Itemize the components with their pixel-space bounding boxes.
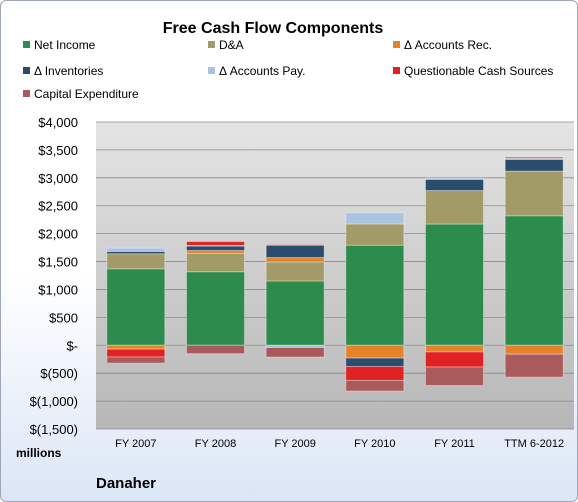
legend-swatch xyxy=(23,67,30,74)
bar-segment xyxy=(265,244,325,259)
bar-segment xyxy=(106,344,166,350)
y-tick-label: $- xyxy=(66,338,78,353)
legend-swatch xyxy=(23,90,30,97)
legend-label: Capital Expenditure xyxy=(34,87,139,101)
bar-segment xyxy=(345,344,405,359)
bar-segment xyxy=(186,271,245,346)
legend-label: Δ Inventories xyxy=(34,64,103,78)
bar-segment xyxy=(504,156,564,159)
bar-segment xyxy=(106,253,166,270)
y-tick-label: $2,000 xyxy=(38,227,78,242)
bar-segment xyxy=(425,190,484,225)
bar-segment xyxy=(345,223,405,246)
legend-label: Δ Accounts Rec. xyxy=(404,38,492,52)
bar-segment xyxy=(345,379,405,392)
y-ticks: $4,000 $3,500 $3,000 $2,500 $2,000 $1,500 $1,0… xyxy=(30,115,78,437)
bar-segment xyxy=(106,268,166,346)
legend: Net Income D&A Δ Accounts Rec. Δ Inventorie… xyxy=(23,38,553,101)
y-tick-label: $3,000 xyxy=(38,171,78,186)
bar-segment xyxy=(504,344,564,355)
bar-segment xyxy=(425,351,484,368)
bar-segment xyxy=(425,344,484,353)
legend-swatch xyxy=(208,41,215,48)
units-label: millions xyxy=(16,446,62,460)
y-tick-label: $1,000 xyxy=(38,282,78,297)
y-tick-label: $2,500 xyxy=(38,199,78,214)
bar-segment xyxy=(504,215,564,346)
company-name: Danaher xyxy=(96,475,156,492)
gridlines xyxy=(96,121,574,430)
legend-label: Net Income xyxy=(34,38,96,52)
bar-segment xyxy=(425,178,484,192)
y-tick-label: $3,500 xyxy=(38,143,78,158)
bar-segment xyxy=(345,357,405,367)
legend-swatch xyxy=(393,67,400,74)
bar-segment xyxy=(265,257,325,263)
legend-label: Δ Accounts Pay. xyxy=(219,64,306,78)
bar-segment xyxy=(106,348,166,358)
y-tick-label: $1,500 xyxy=(38,255,78,270)
bar-segment xyxy=(106,356,166,364)
bar-segment xyxy=(186,344,245,355)
y-tick-label: $500 xyxy=(49,310,78,325)
legend-swatch xyxy=(23,41,30,48)
bar-segment xyxy=(186,252,245,273)
x-tick-label: FY 2011 xyxy=(434,438,475,450)
x-tick-label: TTM 6-2012 xyxy=(504,438,564,450)
chart-title: Free Cash Flow Components xyxy=(163,20,384,37)
y-tick-label: $(500) xyxy=(40,366,78,381)
bar-segment xyxy=(504,158,564,172)
legend-label: D&A xyxy=(219,38,244,52)
legend-label: Questionable Cash Sources xyxy=(404,64,553,78)
x-tick-label: FY 2009 xyxy=(274,438,315,450)
bar-segment xyxy=(265,261,325,282)
legend-swatch xyxy=(393,41,400,48)
x-tick-label: FY 2010 xyxy=(354,438,395,450)
x-ticks: FY 2007 FY 2008 FY 2009 FY 2010 FY 2011 TTM 6… xyxy=(115,438,564,450)
bar-segment xyxy=(425,177,484,180)
bar-segment xyxy=(186,241,245,246)
bars xyxy=(106,156,564,392)
plot-area xyxy=(96,122,574,429)
bar-segment xyxy=(265,347,325,358)
bar-segment xyxy=(265,244,325,246)
bar-segment xyxy=(265,280,325,346)
legend-swatch xyxy=(208,67,215,74)
bar-segment xyxy=(345,244,405,346)
x-tick-label: FY 2008 xyxy=(195,438,236,450)
bar-segment xyxy=(425,366,484,386)
bar-segment xyxy=(106,247,166,252)
y-tick-label: $(1,500) xyxy=(30,422,78,437)
y-tick-label: $(1,000) xyxy=(30,394,78,409)
y-tick-label: $4,000 xyxy=(38,115,78,130)
bar-segment xyxy=(345,212,405,225)
bar-segment xyxy=(345,365,405,381)
bar-segment xyxy=(504,353,564,378)
bar-segment xyxy=(504,170,564,217)
x-tick-label: FY 2007 xyxy=(115,438,156,450)
bar-segment xyxy=(425,223,484,346)
bar-segment xyxy=(186,245,245,251)
